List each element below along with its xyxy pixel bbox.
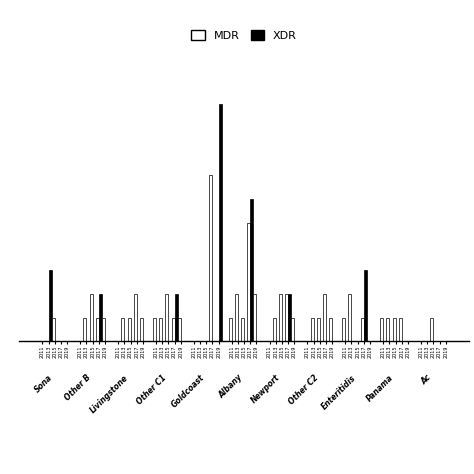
Bar <box>229 318 232 341</box>
Bar <box>165 294 168 341</box>
Legend: MDR, XDR: MDR, XDR <box>187 26 301 45</box>
Bar <box>102 318 105 341</box>
Bar <box>361 318 364 341</box>
Bar <box>430 318 433 341</box>
Bar <box>241 318 244 341</box>
Bar <box>153 318 156 341</box>
Bar <box>210 175 212 341</box>
Bar <box>90 294 93 341</box>
Bar <box>49 270 52 341</box>
Bar <box>121 318 124 341</box>
Bar <box>159 318 162 341</box>
Bar <box>174 294 178 341</box>
Bar <box>279 294 282 341</box>
Bar <box>250 199 253 341</box>
Bar <box>310 318 314 341</box>
Bar <box>247 223 250 341</box>
Bar <box>317 318 320 341</box>
Bar <box>134 294 137 341</box>
Bar <box>83 318 86 341</box>
Bar <box>364 270 367 341</box>
Bar <box>273 318 276 341</box>
Bar <box>392 318 395 341</box>
Bar <box>329 318 332 341</box>
Bar <box>288 294 291 341</box>
Bar <box>219 104 222 341</box>
Bar <box>285 294 288 341</box>
Bar <box>386 318 389 341</box>
Bar <box>99 294 102 341</box>
Bar <box>399 318 402 341</box>
Bar <box>292 318 294 341</box>
Bar <box>323 294 326 341</box>
Bar <box>172 318 174 341</box>
Bar <box>342 318 345 341</box>
Bar <box>96 318 99 341</box>
Bar <box>348 294 352 341</box>
Bar <box>128 318 130 341</box>
Bar <box>254 294 256 341</box>
Bar <box>52 318 55 341</box>
Bar <box>140 318 143 341</box>
Bar <box>178 318 181 341</box>
Bar <box>235 294 238 341</box>
Bar <box>380 318 383 341</box>
